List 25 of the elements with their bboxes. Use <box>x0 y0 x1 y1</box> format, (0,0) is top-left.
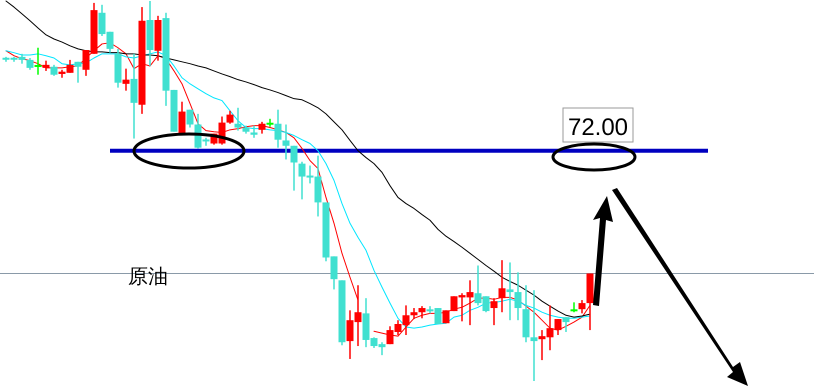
candlestick <box>498 259 506 313</box>
annotation: 原油 <box>128 264 168 288</box>
candlestick <box>418 305 426 320</box>
candlestick <box>130 53 138 140</box>
candlestick <box>234 107 242 132</box>
candlestick <box>250 124 258 139</box>
candlestick <box>42 60 50 72</box>
candlestick <box>226 110 234 124</box>
candlestick <box>410 307 418 320</box>
candlestick <box>490 297 498 326</box>
candlestick <box>186 108 194 128</box>
candlestick <box>514 272 522 321</box>
candlestick <box>578 299 586 314</box>
candlestick <box>290 145 298 192</box>
candlestick <box>562 316 570 333</box>
candlestick <box>258 121 266 134</box>
candlestick <box>282 124 290 160</box>
candlestick <box>122 68 130 92</box>
annotation: 72.00 <box>568 114 628 141</box>
candlestick <box>506 262 514 321</box>
candlestick <box>26 57 34 71</box>
candlestick <box>50 64 58 77</box>
candlestick <box>74 61 82 84</box>
candlestick <box>274 108 282 148</box>
candlestick <box>530 289 538 382</box>
